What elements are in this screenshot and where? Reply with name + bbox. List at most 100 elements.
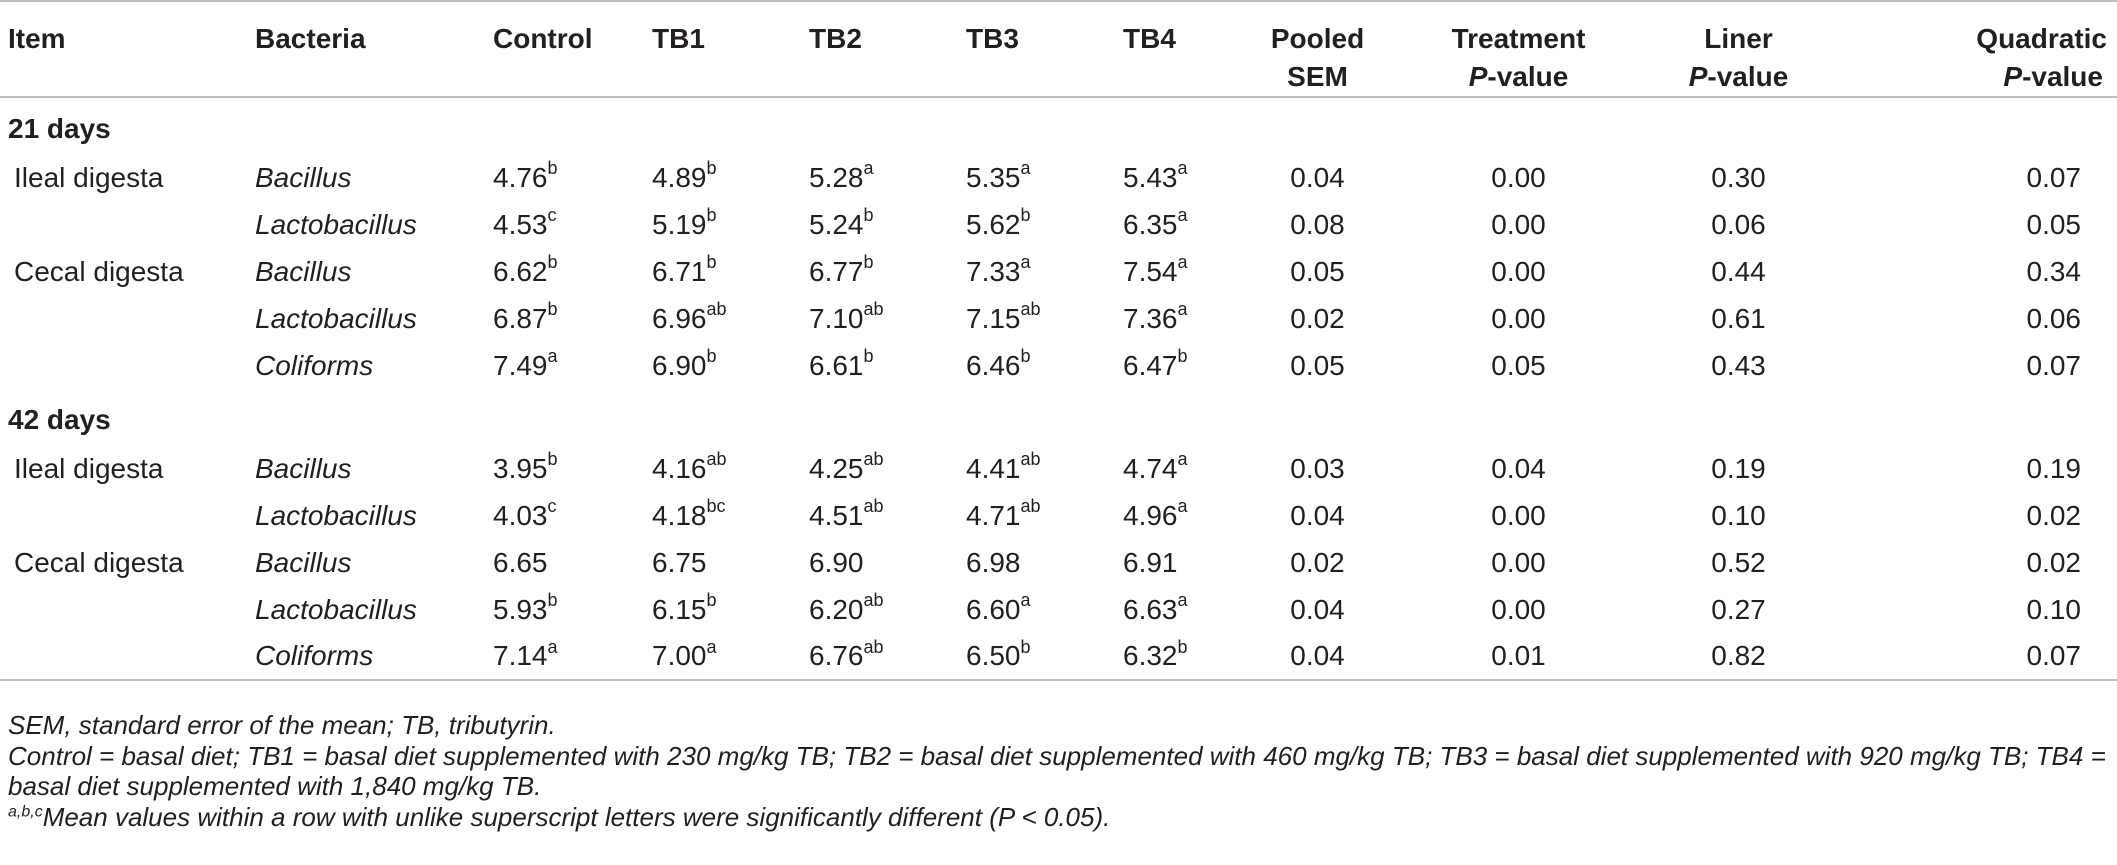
cell-tb2: 6.61b	[809, 342, 966, 389]
cell-control: 7.49a	[493, 342, 652, 389]
cell-tb1-value: 6.96	[652, 302, 707, 334]
cell-tb1-value: 4.18	[652, 499, 707, 531]
cell-liner-p: 0.19	[1711, 452, 1766, 484]
cell-tb1-superscript: b	[706, 158, 717, 179]
cell-tb4: 4.96a	[1123, 492, 1240, 539]
cell-tb2-superscript: a	[863, 158, 874, 179]
cell-tb4: 7.54a	[1123, 248, 1240, 295]
bacteria-table: Item Bacteria Control TB1 TB2 TB3 TB4 Po…	[0, 0, 2117, 681]
header-treatment-suffix: -value	[1487, 61, 1569, 92]
header-item: Item	[0, 0, 255, 98]
cell-pooled-sem: 0.04	[1290, 593, 1345, 625]
cell-bacteria: Lactobacillus	[255, 586, 493, 633]
cell-tb1-superscript: b	[706, 205, 717, 226]
cell-tb1: 4.16ab	[652, 445, 809, 492]
cell-item: Ileal digesta	[14, 161, 164, 193]
cell-tb3-superscript: ab	[1020, 449, 1041, 470]
cell-tb4: 6.63a	[1123, 586, 1240, 633]
cell-control-value: 7.49	[493, 349, 548, 381]
cell-bacteria-text: Coliforms	[255, 349, 374, 381]
cell-tb1: 6.71b	[652, 248, 809, 295]
cell-item: Cecal digesta	[14, 255, 184, 287]
header-tb1: TB1	[652, 0, 809, 98]
cell-tb3-value: 6.46	[966, 349, 1021, 381]
cell-liner-p: 0.06	[1711, 208, 1766, 240]
cell-control: 3.95b	[493, 445, 652, 492]
cell-tb2: 6.76ab	[809, 633, 966, 681]
cell-tb2: 5.24b	[809, 201, 966, 248]
cell-item	[0, 586, 255, 633]
cell-tb4-value: 6.35	[1123, 208, 1178, 240]
cell-tb3-value: 5.35	[966, 161, 1021, 193]
cell-item: Cecal digesta	[14, 546, 184, 578]
cell-control-superscript: c	[547, 205, 557, 226]
cell-tb2-value: 6.77	[809, 255, 864, 287]
cell-control-superscript: a	[547, 636, 558, 657]
cell-control-superscript: b	[547, 299, 558, 320]
cell-control-value: 4.53	[493, 208, 548, 240]
cell-item	[0, 492, 255, 539]
header-pooled-sem: Pooled SEM	[1240, 0, 1395, 98]
header-treatment-p-letter: P	[1468, 61, 1488, 92]
cell-tb2-value: 6.76	[809, 640, 864, 671]
cell-treatment-p: 0.01	[1395, 633, 1642, 681]
cell-treatment-p: 0.00	[1491, 593, 1546, 625]
cell-control: 6.62b	[493, 248, 652, 295]
cell-tb3-superscript: b	[1020, 636, 1031, 657]
cell-tb4-value: 7.36	[1123, 302, 1178, 334]
table-row: Cecal digesta Bacillus 6.65 6.75 6.90 6.98 6.9…	[0, 539, 2117, 586]
cell-pooled-sem: 0.05	[1290, 349, 1345, 381]
cell-tb3-superscript: ab	[1020, 299, 1041, 320]
cell-tb1-value: 6.71	[652, 255, 707, 287]
cell-tb3: 7.33a	[966, 248, 1123, 295]
cell-treatment-p: 0.00	[1491, 208, 1546, 240]
cell-tb3-value: 4.41	[966, 452, 1021, 484]
cell-quadratic-p: 0.19	[2026, 452, 2082, 484]
cell-tb4-superscript: a	[1177, 299, 1188, 320]
cell-tb4-value: 4.96	[1123, 499, 1178, 531]
table-body: 21 days Ileal digesta Bacillus 4.76b 4.89b 5.…	[0, 97, 2117, 681]
cell-tb4-superscript: a	[1177, 158, 1188, 179]
cell-tb4-superscript: b	[1177, 346, 1188, 367]
table-row: Cecal digesta Bacillus 6.62b 6.71b 6.77b 7.33…	[0, 248, 2117, 295]
cell-pooled-sem: 0.04	[1290, 499, 1345, 531]
header-treatment-p: Treatment P-value	[1395, 0, 1642, 98]
cell-tb4-value: 5.43	[1123, 161, 1178, 193]
table-row: Coliforms 7.49a 6.90b 6.61b 6.46b 6.47b 0.05 0.…	[0, 342, 2117, 389]
cell-bacteria-text: Lactobacillus	[255, 208, 417, 240]
cell-tb1-superscript: b	[706, 590, 717, 611]
cell-item: Ileal digesta	[14, 452, 164, 484]
cell-tb3-superscript: a	[1020, 590, 1031, 611]
cell-tb3: 5.35a	[966, 154, 1123, 201]
cell-tb1: 6.15b	[652, 586, 809, 633]
cell-tb2-superscript: ab	[863, 590, 884, 611]
header-bacteria: Bacteria	[255, 0, 493, 98]
cell-tb2: 4.25ab	[809, 445, 966, 492]
cell-bacteria-text: Lactobacillus	[255, 499, 417, 531]
header-treatment-line1: Treatment	[1451, 23, 1586, 54]
cell-tb1-value: 7.00	[652, 640, 707, 671]
cell-control-superscript: b	[547, 449, 558, 470]
cell-tb3-value: 7.15	[966, 302, 1021, 334]
cell-treatment-p: 0.00	[1491, 302, 1546, 334]
cell-tb1-superscript: ab	[706, 449, 727, 470]
cell-tb2-superscript: ab	[863, 299, 884, 320]
cell-bacteria: Bacillus	[255, 248, 493, 295]
cell-bacteria-text: Bacillus	[255, 452, 352, 484]
cell-treatment-p: 0.04	[1491, 452, 1546, 484]
cell-tb4: 6.32b	[1123, 633, 1240, 681]
cell-bacteria: Bacillus	[255, 445, 493, 492]
cell-bacteria-text: Lactobacillus	[255, 302, 417, 334]
cell-pooled-sem: 0.02	[1290, 546, 1345, 578]
cell-tb2-value: 6.90	[809, 546, 864, 578]
cell-tb2-value: 7.10	[809, 302, 864, 334]
cell-bacteria-text: Coliforms	[255, 640, 374, 671]
cell-liner-p: 0.10	[1711, 499, 1766, 531]
cell-tb2-value: 5.28	[809, 161, 864, 193]
cell-tb3-superscript: a	[1020, 252, 1031, 273]
cell-tb2: 6.90	[809, 539, 966, 586]
cell-control-value: 5.93	[493, 593, 548, 625]
cell-bacteria: Lactobacillus	[255, 295, 493, 342]
cell-tb1-value: 4.89	[652, 161, 707, 193]
